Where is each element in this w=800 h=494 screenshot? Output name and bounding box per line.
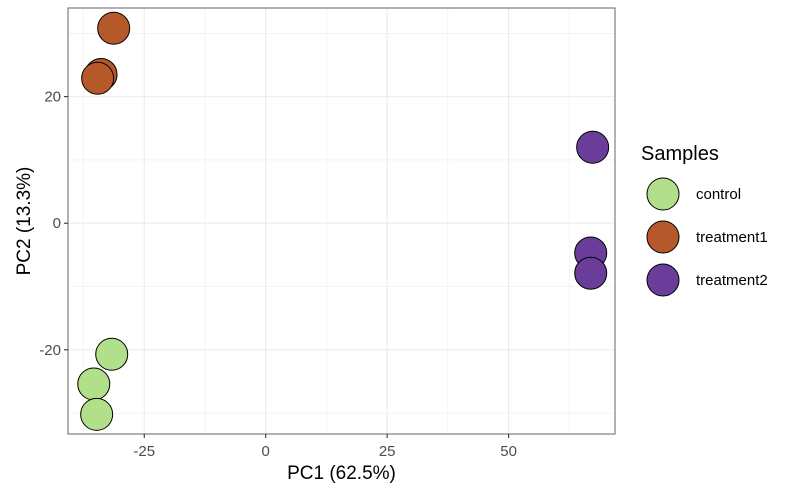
data-points bbox=[77, 11, 610, 431]
y-axis-title: PC2 (13.3%) bbox=[14, 167, 35, 276]
data-point-control bbox=[77, 367, 111, 401]
data-point-control bbox=[95, 337, 129, 371]
y-axis: -20 0 20 bbox=[39, 89, 68, 359]
data-point-treatment2 bbox=[574, 256, 608, 290]
data-point-treatment2 bbox=[576, 130, 610, 164]
x-axis-title: PC1 (62.5%) bbox=[287, 463, 396, 484]
data-point-treatment1 bbox=[97, 11, 131, 45]
data-point-treatment1 bbox=[81, 61, 115, 95]
data-point-control bbox=[80, 397, 114, 431]
x-tick-label: 25 bbox=[379, 443, 396, 460]
y-tick-label: 0 bbox=[53, 215, 61, 232]
x-tick-label: -25 bbox=[133, 443, 155, 460]
legend-title: Samples bbox=[641, 143, 719, 165]
legend-key-control bbox=[646, 177, 680, 211]
panel-border bbox=[67, 7, 616, 435]
legend-label-treatment2: treatment2 bbox=[696, 272, 768, 289]
legend-items: control treatment1 treatment2 bbox=[646, 177, 768, 297]
x-axis: -25 0 25 50 bbox=[133, 434, 517, 460]
y-tick-label: 20 bbox=[44, 89, 61, 106]
legend-key-treatment1 bbox=[646, 220, 680, 254]
y-tick-label: -20 bbox=[39, 342, 61, 359]
legend: Samples control treatment1 treatment2 bbox=[641, 143, 768, 297]
legend-label-control: control bbox=[696, 186, 741, 203]
legend-key-treatment2 bbox=[646, 263, 680, 297]
x-tick-label: 50 bbox=[500, 443, 517, 460]
x-tick-label: 0 bbox=[262, 443, 270, 460]
major-gridlines bbox=[68, 8, 615, 434]
minor-gridlines bbox=[68, 8, 615, 434]
legend-label-treatment1: treatment1 bbox=[696, 229, 768, 246]
